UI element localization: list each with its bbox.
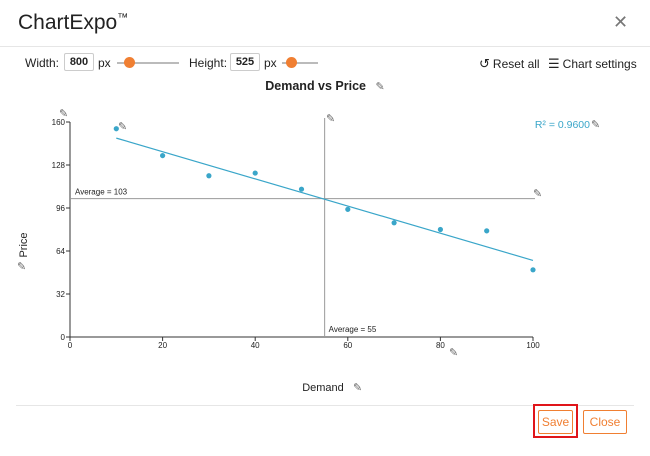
reset-all-button[interactable]: ↺ Reset all: [479, 56, 540, 72]
width-unit: px: [98, 56, 111, 70]
height-slider-thumb[interactable]: [286, 57, 297, 68]
x-tick-label: 80: [436, 341, 445, 350]
x-tick-label: 40: [251, 341, 260, 350]
footer-divider: [16, 405, 634, 406]
plot-area: 0 20 40 60 80 100 0 32 64 96 128 160 Average = 103 Av…: [52, 118, 540, 350]
y-tick-label: 128: [52, 161, 66, 170]
width-input[interactable]: 800: [64, 53, 94, 71]
data-point[interactable]: [160, 152, 166, 159]
width-slider[interactable]: [117, 62, 179, 64]
edit-avg-x-pencil-icon[interactable]: ✎: [326, 113, 335, 125]
average-x-label: Average = 55: [329, 325, 377, 334]
x-tick-label: 0: [68, 341, 73, 350]
y-tick-label: 64: [56, 247, 65, 256]
edit-yaxis-pencil-icon[interactable]: ✎: [59, 108, 68, 120]
edit-r2-pencil-icon[interactable]: ✎: [591, 119, 600, 131]
x-tick-label: 20: [158, 341, 167, 350]
height-slider[interactable]: [282, 62, 318, 64]
save-highlight-box: [533, 404, 578, 438]
y-tick-label: 96: [56, 204, 65, 213]
data-point[interactable]: [298, 186, 305, 192]
trademark-symbol: ™: [117, 12, 129, 24]
y-axis-label: Price: [18, 232, 30, 257]
data-point[interactable]: [437, 226, 443, 233]
data-point[interactable]: [484, 228, 490, 234]
r-squared-label: R² = 0.9600: [535, 119, 590, 131]
chart-title-text: Demand vs Price: [265, 79, 367, 93]
edit-point-pencil-icon[interactable]: ✎: [118, 121, 127, 133]
average-y-label: Average = 103: [75, 188, 128, 197]
close-button[interactable]: Close: [583, 410, 627, 434]
height-unit: px: [264, 56, 277, 70]
save-button[interactable]: Save: [538, 410, 573, 434]
x-axis-label: Demand: [302, 382, 344, 394]
height-label: Height:: [189, 56, 228, 70]
edit-avg-y-pencil-icon[interactable]: ✎: [533, 188, 542, 200]
edit-ylabel-pencil-icon[interactable]: ✎: [17, 261, 26, 273]
y-tick-label: 0: [61, 333, 66, 342]
edit-title-pencil-icon[interactable]: ✎: [375, 81, 385, 93]
chart-settings-label: Chart settings: [562, 57, 637, 71]
app-title: ChartExpo™: [18, 11, 128, 35]
data-point[interactable]: [391, 220, 397, 226]
x-tick-label: 60: [343, 341, 352, 350]
width-slider-thumb[interactable]: [124, 57, 135, 68]
chart-toolbar: Width: 800 px Height: 525 px ↺ Reset all …: [0, 47, 650, 77]
dialog-header: ChartExpo™ ✕: [0, 0, 650, 47]
height-input[interactable]: 525: [230, 53, 260, 71]
data-point[interactable]: [113, 126, 119, 132]
close-icon[interactable]: ✕: [613, 12, 629, 32]
edit-xlabel-pencil-icon[interactable]: ✎: [353, 382, 362, 394]
trend-line: [116, 137, 534, 261]
y-tick-label: 160: [52, 118, 66, 127]
reset-all-label: Reset all: [492, 57, 540, 71]
data-point[interactable]: [530, 267, 536, 273]
app-title-text: ChartExpo: [18, 11, 118, 34]
width-label: Width:: [25, 56, 60, 70]
data-point[interactable]: [345, 206, 351, 212]
data-point[interactable]: [252, 170, 258, 176]
data-point[interactable]: [206, 173, 212, 179]
undo-icon: ↺: [479, 56, 490, 71]
chart-settings-button[interactable]: ☰ Chart settings: [548, 56, 637, 72]
sliders-icon: ☰: [548, 56, 560, 71]
chart-title: Demand vs Price ✎: [0, 79, 650, 93]
edit-xaxis-pencil-icon[interactable]: ✎: [449, 347, 458, 359]
y-tick-label: 32: [56, 290, 65, 299]
x-tick-label: 100: [526, 341, 540, 350]
